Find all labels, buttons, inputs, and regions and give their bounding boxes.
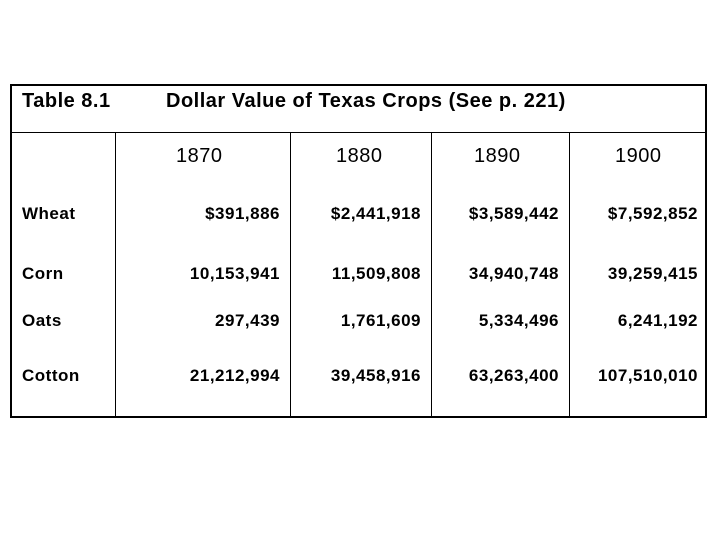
cell-corn-1900: 39,259,415: [607, 264, 698, 283]
cell-cotton-1890: 63,263,400: [468, 366, 559, 385]
cell-cotton-1870: 21,212,994: [189, 366, 280, 385]
cell-cotton-1900: 107,510,010: [597, 366, 698, 385]
cell-wheat-1870: $391,886: [205, 204, 280, 223]
row-label-oats: Oats: [22, 311, 62, 330]
cell-wheat-1880: $2,441,918: [330, 204, 421, 223]
cell-oats-1880: 1,761,609: [340, 311, 421, 330]
year-header-1900: 1900: [615, 145, 662, 167]
year-header-1890: 1890: [474, 145, 521, 167]
cell-corn-1870: 10,153,941: [189, 264, 280, 283]
row-label-wheat: Wheat: [22, 204, 76, 223]
table-number: Table 8.1: [22, 90, 111, 112]
column-divider: [431, 133, 432, 416]
column-divider: [115, 133, 116, 416]
cell-wheat-1900: $7,592,852: [607, 204, 698, 223]
table-frame: Table 8.1 Dollar Value of Texas Crops (S…: [10, 84, 707, 418]
cell-corn-1890: 34,940,748: [468, 264, 559, 283]
cell-wheat-1890: $3,589,442: [468, 204, 559, 223]
year-header-1870: 1870: [176, 145, 223, 167]
cell-corn-1880: 11,509,808: [331, 264, 421, 283]
cell-oats-1890: 5,334,496: [478, 311, 559, 330]
row-label-corn: Corn: [22, 264, 64, 283]
table-title-row: Table 8.1 Dollar Value of Texas Crops (S…: [12, 86, 705, 133]
column-divider: [290, 133, 291, 416]
row-label-cotton: Cotton: [22, 366, 80, 385]
table-title: Dollar Value of Texas Crops (See p. 221): [166, 90, 566, 112]
cell-cotton-1880: 39,458,916: [330, 366, 421, 385]
column-divider: [569, 133, 570, 416]
cell-oats-1900: 6,241,192: [617, 311, 698, 330]
year-header-1880: 1880: [336, 145, 383, 167]
cell-oats-1870: 297,439: [215, 311, 280, 330]
